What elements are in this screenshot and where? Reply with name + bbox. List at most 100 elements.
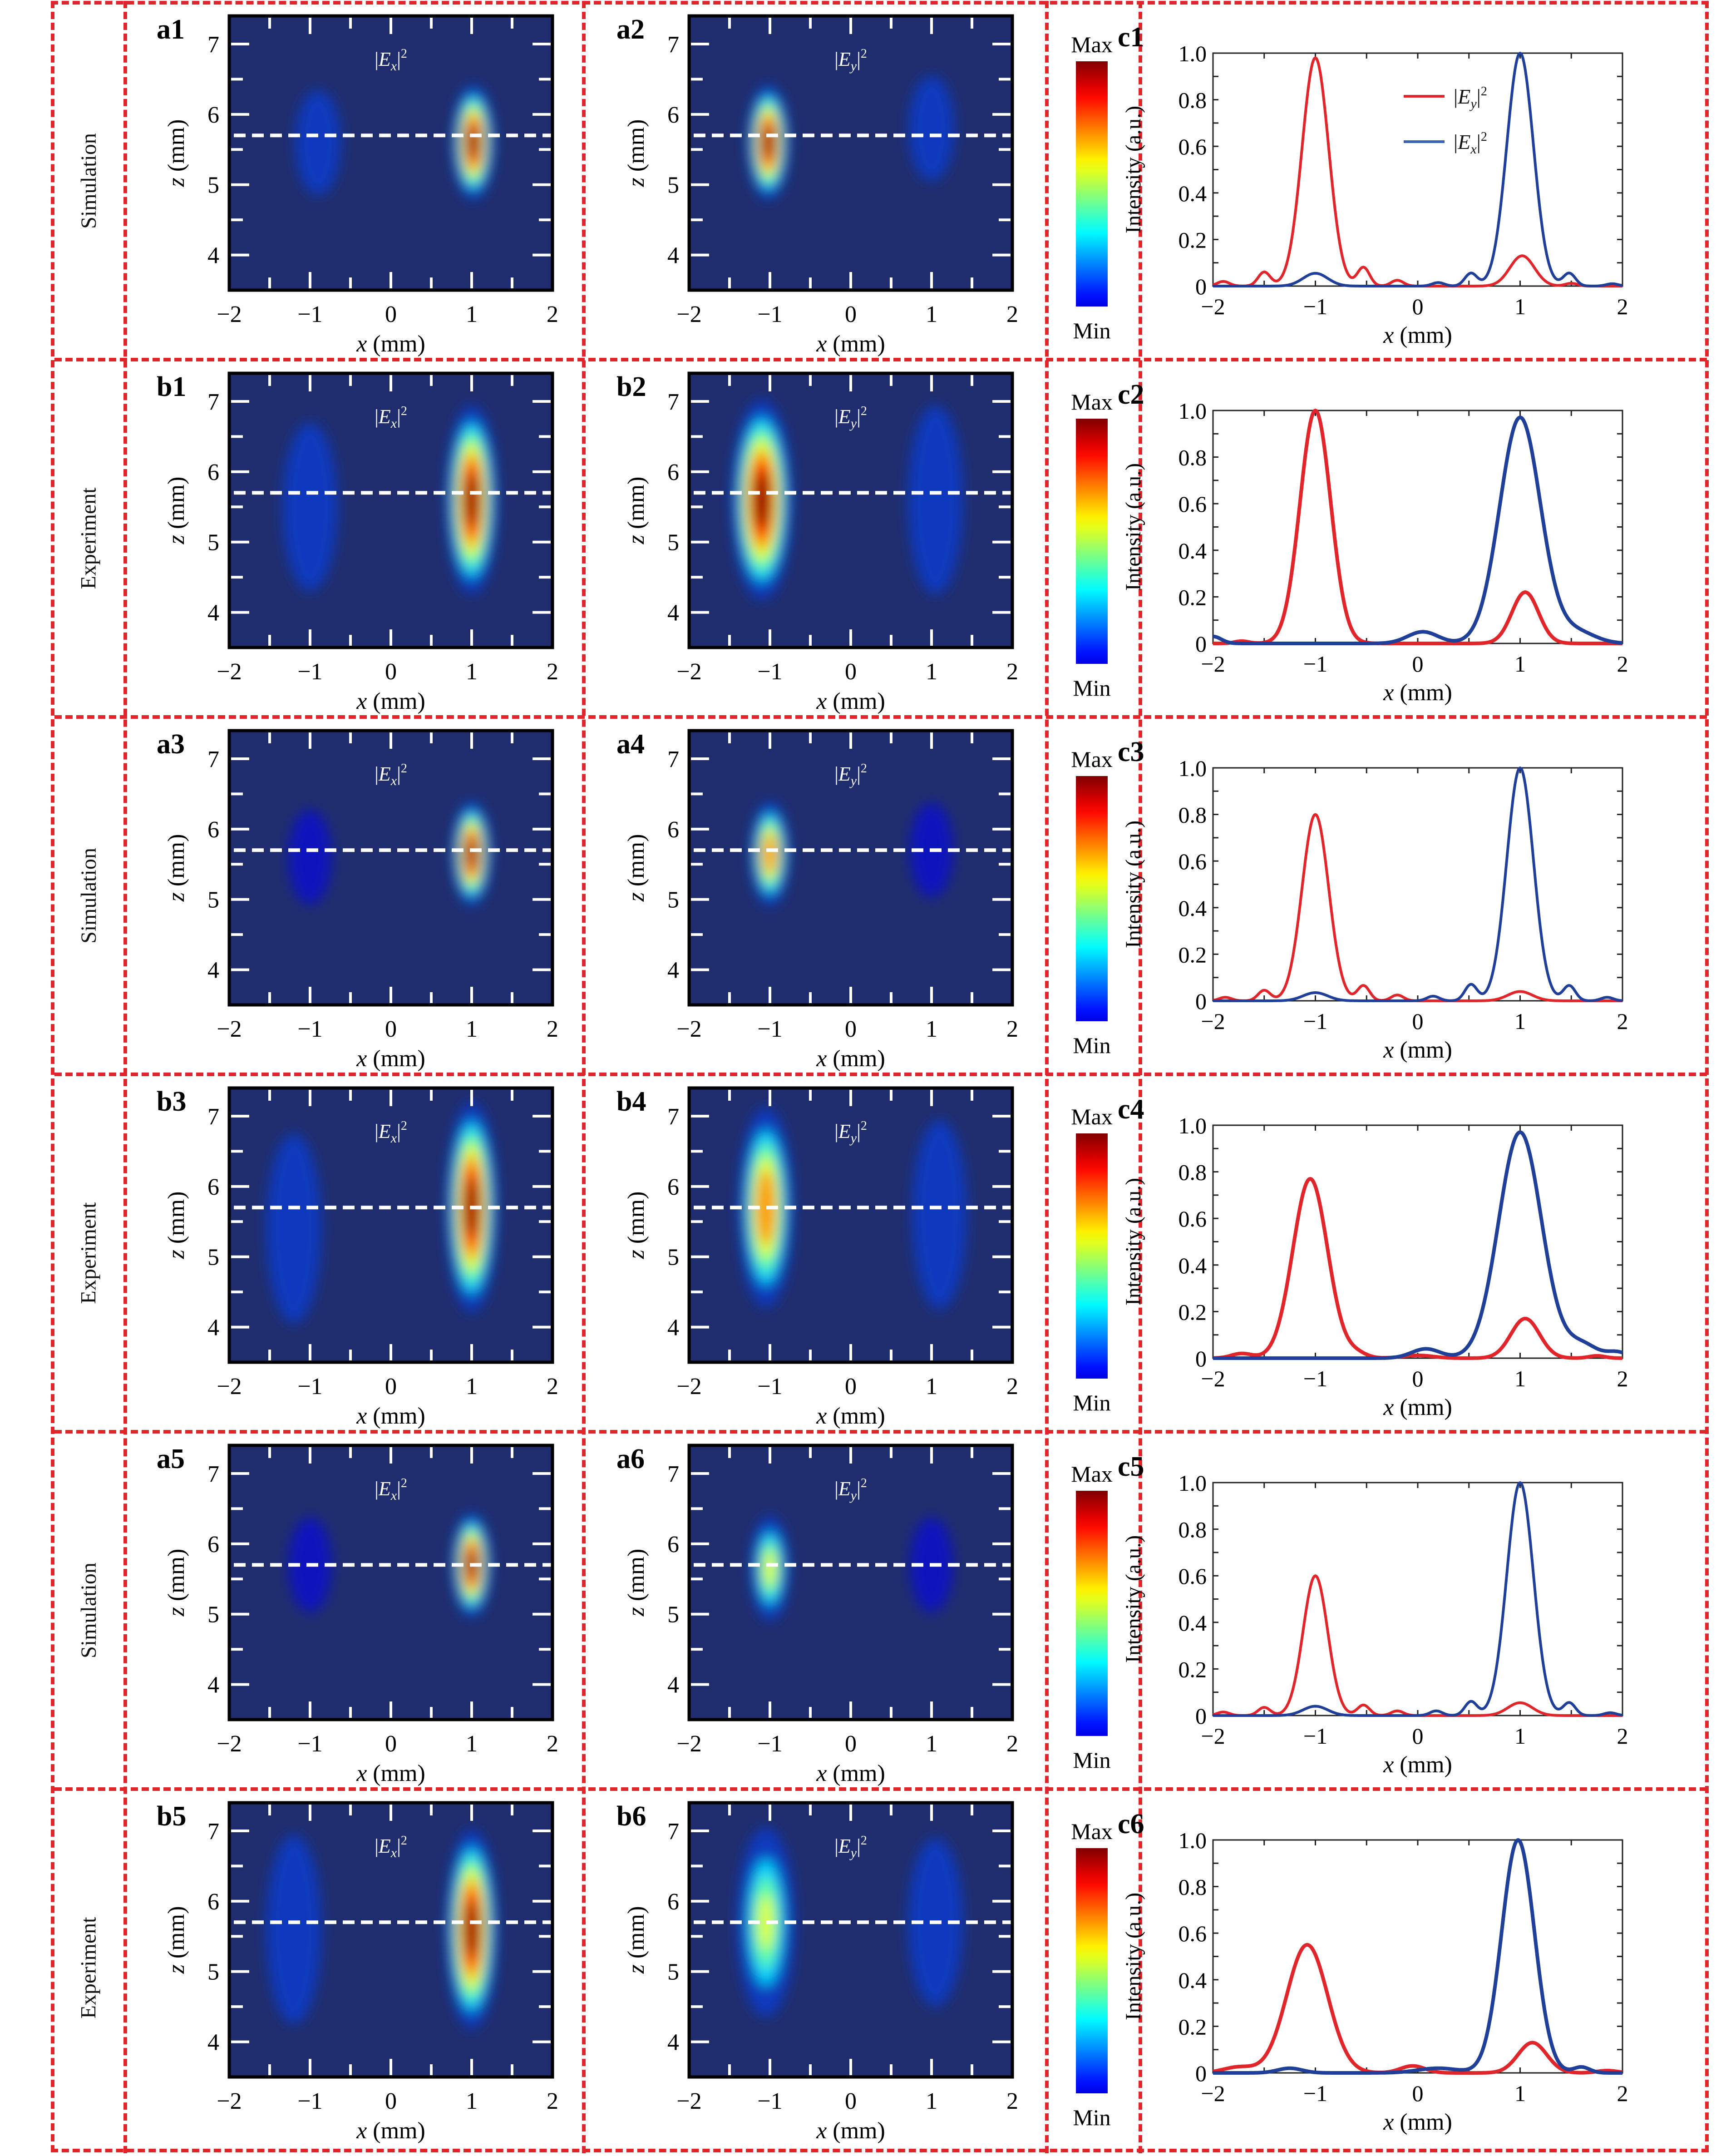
z-tick-label: 7 (667, 389, 679, 415)
intensity-spot (750, 1515, 790, 1622)
z-tick-label: 6 (207, 817, 219, 843)
colorbar: Max Min (1071, 1461, 1113, 1773)
x-tick-label: −1 (297, 659, 322, 685)
x-tick-label: 0 (1412, 1366, 1424, 1391)
colorbar-max-label: Max (1071, 1104, 1113, 1129)
legend: |Ey|2 |Ex|2 (1404, 84, 1487, 157)
z-tick-label: 4 (667, 2030, 679, 2056)
y-axis-label: Intensity (a.u.) (1121, 821, 1145, 948)
z-tick-label: 5 (207, 173, 219, 198)
z-tick-label: 4 (207, 243, 219, 269)
panel-label: b1 (157, 371, 186, 402)
z-tick-label: 4 (207, 1315, 219, 1341)
colorbar: Max Min (1071, 1104, 1113, 1415)
x-tick-label: −2 (217, 1016, 242, 1042)
x-tick-label: 1 (466, 2088, 478, 2114)
y-tick-label: 0.8 (1179, 802, 1207, 828)
panel-label: a6 (616, 1444, 645, 1474)
z-tick-label: 5 (207, 1959, 219, 1985)
x-axis-label: x (mm) (1383, 322, 1452, 348)
field-title: |Ey|2 (834, 1476, 867, 1503)
colorbar: Max Min (1071, 32, 1113, 343)
z-tick-label: 5 (667, 887, 679, 913)
x-axis-label: x (mm) (1383, 1394, 1452, 1420)
y-tick-label: 0.8 (1179, 1160, 1207, 1185)
intensity-contour (758, 1894, 774, 1950)
panel-label: c5 (1118, 1451, 1144, 1482)
heatmap-image (689, 16, 1012, 290)
z-axis-label: z (mm) (163, 1192, 189, 1260)
line-panel-c5: c5 −2 −1 0 1 2 0 0.2 0.4 0.6 0.8 1.0 x (mm) Intensity… (1118, 1451, 1628, 1778)
intensity-contour (266, 1834, 322, 2024)
x-tick-label: 1 (926, 2088, 937, 2114)
x-axis-label: x (mm) (816, 331, 885, 357)
z-tick-label: 5 (667, 530, 679, 556)
intensity-spot (295, 89, 341, 195)
x-tick-label: −1 (757, 1731, 782, 1757)
field-title: |Ey|2 (834, 1834, 867, 1860)
intensity-spot (452, 801, 492, 907)
intensity-spot (747, 84, 790, 201)
z-tick-label: 5 (667, 1959, 679, 1985)
x-tick-label: −1 (757, 302, 782, 327)
x-tick-label: 0 (845, 2088, 857, 2114)
heatmap-frame (227, 1444, 554, 1721)
field-title: |Ex|2 (375, 1476, 407, 1503)
x-tick-label: 1 (1514, 294, 1526, 319)
colorbar-min-label: Min (1073, 1747, 1110, 1773)
heatmap-background (689, 731, 1012, 1005)
colorbar-gradient-bar (1076, 1133, 1108, 1379)
y-tick-label: 0 (1195, 989, 1207, 1014)
x-tick-label: −1 (1303, 651, 1327, 677)
y-tick-label: 1.0 (1179, 1828, 1207, 1853)
x-tick-label: 2 (1617, 1366, 1628, 1391)
column-divider (1139, 1, 1142, 2153)
intensity-contour (465, 1900, 478, 1958)
y-tick-label: 0.8 (1179, 445, 1207, 470)
z-axis-label: z (mm) (163, 1906, 189, 1974)
intensity-contour (912, 1119, 967, 1310)
field-title: |Ex|2 (375, 1119, 407, 1146)
colorbar-min-label: Min (1073, 318, 1110, 343)
line-panel-c4: c4 −2 −1 0 1 2 0 0.2 0.4 0.6 0.8 1.0 x (mm) Intensity… (1118, 1094, 1628, 1420)
line-panel-c2: c2 −2 −1 0 1 2 0 0.2 0.4 0.6 0.8 1.0 x (mm) Intensity… (1118, 379, 1628, 706)
colorbar-max-label: Max (1071, 32, 1113, 57)
x-tick-label: 1 (926, 302, 937, 327)
y-tick-label: 0.6 (1179, 1563, 1207, 1589)
x-axis-label: x (mm) (816, 688, 885, 714)
x-tick-label: −1 (297, 302, 322, 327)
y-axis-label: Intensity (a.u.) (1121, 1893, 1145, 2020)
x-tick-label: 1 (926, 659, 937, 685)
line-panel-c1: c1 −2 −1 0 1 2 0 0.2 0.4 0.6 0.8 1.0 x (mm) Intensity… (1118, 22, 1628, 348)
heatmap-image (689, 373, 1012, 648)
x-tick-label: 2 (1006, 659, 1018, 685)
z-tick-label: 4 (207, 1672, 219, 1698)
heatmap-frame (227, 371, 554, 649)
colorbar-min-label: Min (1073, 1033, 1110, 1058)
x-tick-label: 2 (1006, 2088, 1018, 2114)
heatmap-panel-b3: b3 −2 −1 0 1 2 4 5 6 7 x (mm) z (mm) |Ex|2 (157, 1086, 558, 1429)
heatmap-image (229, 16, 552, 290)
z-tick-label: 4 (207, 2030, 219, 2056)
x-tick-label: 2 (1006, 1731, 1018, 1757)
intensity-contour (908, 75, 955, 181)
y-tick-label: 1.0 (1179, 398, 1207, 424)
x-tick-label: −1 (757, 1016, 782, 1042)
panel-label: b5 (157, 1801, 186, 1832)
x-tick-label: −1 (1303, 1366, 1327, 1391)
intensity-spot (738, 1107, 794, 1308)
series-line-ex (1212, 415, 1623, 645)
x-tick-label: 2 (1617, 1009, 1628, 1034)
intensity-contour (763, 125, 774, 159)
intensity-contour (295, 89, 341, 195)
column-divider (582, 1, 586, 2153)
y-tick-label: 0.8 (1179, 88, 1207, 113)
z-tick-label: 5 (667, 1602, 679, 1628)
y-tick-label: 0.4 (1179, 895, 1207, 921)
z-tick-label: 4 (207, 958, 219, 984)
y-tick-label: 0.2 (1179, 1657, 1207, 1682)
heatmap-panel-a2: a2 −2 −1 0 1 2 4 5 6 7 x (mm) z (mm) |Ey|2 (616, 14, 1018, 357)
y-tick-label: 0 (1195, 631, 1207, 657)
z-axis-label: z (mm) (623, 1192, 649, 1260)
x-tick-label: −2 (1201, 1009, 1225, 1034)
